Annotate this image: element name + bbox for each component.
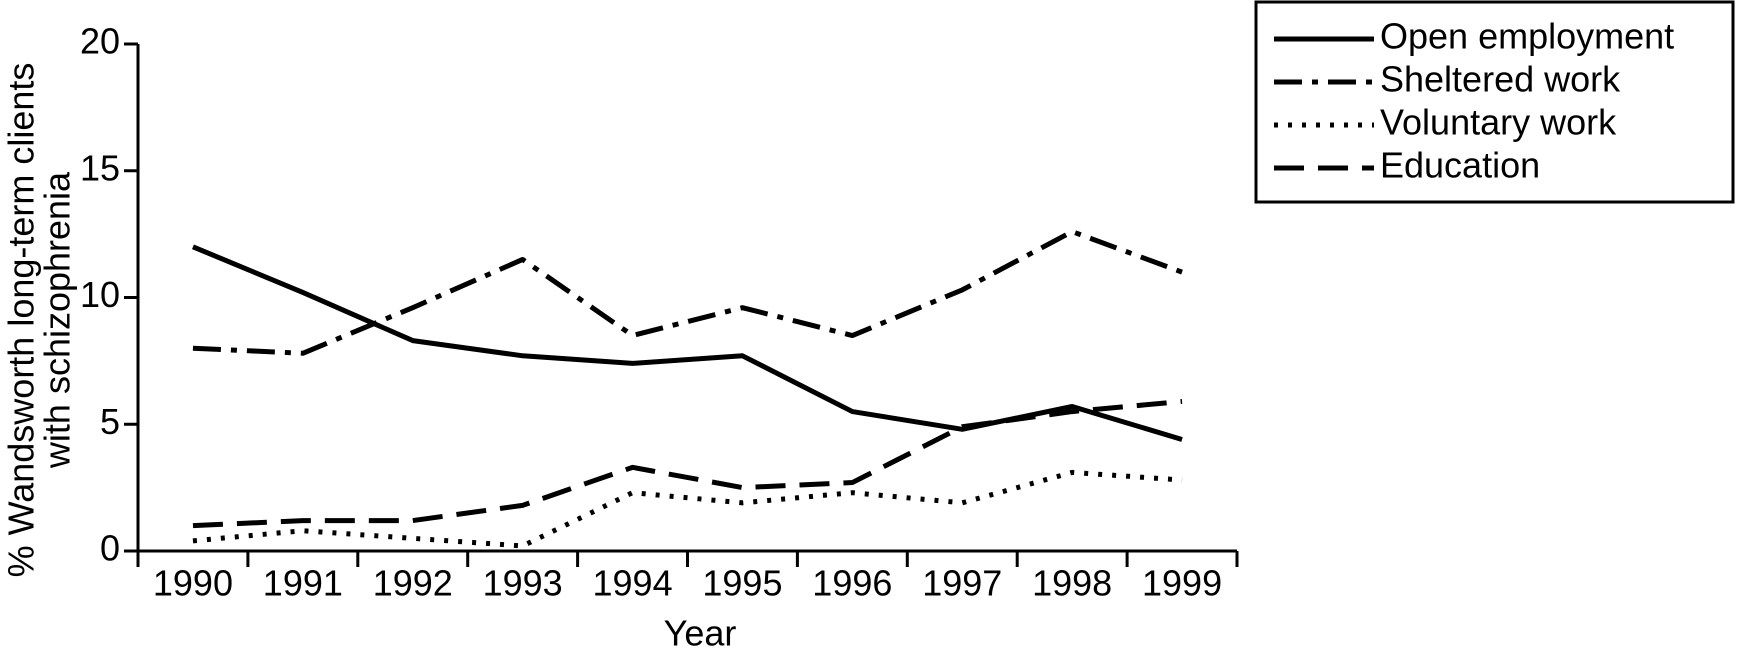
x-tick-label: 1990: [153, 563, 233, 604]
series-line: [192, 229, 1183, 356]
y-axis-label: % Wandsworth long-term clients: [1, 63, 42, 578]
series-line: [192, 398, 1183, 529]
x-axis-label: Year: [664, 613, 737, 653]
x-tick-label: 1998: [1032, 563, 1112, 604]
x-tick-label: 1995: [702, 563, 782, 604]
y-axis-label: with schizophrenia: [37, 171, 78, 469]
legend-label: Voluntary work: [1380, 102, 1617, 143]
y-tick-label: 15: [80, 147, 120, 188]
series-line: [192, 469, 1183, 549]
legend-label: Sheltered work: [1380, 59, 1621, 100]
x-tick-label: 1996: [812, 563, 892, 604]
y-tick-label: 10: [80, 274, 120, 315]
x-tick-label: 1992: [373, 563, 453, 604]
legend-box: [1254, 0, 1735, 204]
x-tick-label: 1993: [483, 563, 563, 604]
x-tick-label: 1991: [263, 563, 343, 604]
y-tick-label: 5: [100, 401, 120, 442]
y-tick-label: 0: [100, 528, 120, 569]
y-tick-label: 20: [80, 21, 120, 62]
x-tick-label: 1994: [593, 563, 673, 604]
legend-label: Open employment: [1380, 16, 1674, 57]
x-tick-label: 1997: [922, 563, 1002, 604]
legend-label: Education: [1380, 145, 1540, 186]
x-tick-label: 1999: [1142, 563, 1222, 604]
series-line: [191, 244, 1183, 442]
